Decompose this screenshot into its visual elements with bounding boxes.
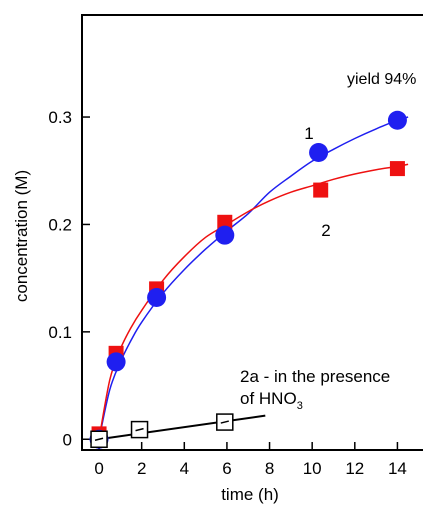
curve-1-label: 1 bbox=[304, 124, 313, 143]
point-series-2 bbox=[217, 214, 233, 230]
x-ticks: 0 2 4 6 8 10 12 14 bbox=[94, 442, 407, 478]
fit-curves bbox=[98, 116, 409, 441]
data-markers bbox=[89, 110, 407, 449]
x-tick-label: 14 bbox=[388, 459, 407, 478]
point-series-2a-dash bbox=[135, 427, 144, 432]
point-series-1 bbox=[106, 352, 126, 372]
point-series-2 bbox=[313, 182, 329, 198]
y-tick-label: 0.3 bbox=[48, 108, 72, 127]
yield-label: yield 94% bbox=[347, 71, 416, 88]
y-tick-label: 0.2 bbox=[48, 215, 72, 234]
point-series-1 bbox=[147, 287, 167, 307]
x-axis-title: time (h) bbox=[221, 485, 279, 504]
x-tick-label: 0 bbox=[94, 459, 103, 478]
fit-curve-1 bbox=[98, 116, 409, 440]
point-series-1 bbox=[387, 110, 407, 130]
y-tick-label: 0 bbox=[63, 430, 72, 449]
y-ticks: 0 0.1 0.2 0.3 bbox=[48, 108, 90, 449]
point-series-2 bbox=[389, 161, 405, 177]
curve-2-label: 2 bbox=[321, 221, 330, 240]
note-subscript-3: 3 bbox=[297, 400, 303, 412]
x-tick-label: 4 bbox=[180, 459, 189, 478]
x-tick-label: 2 bbox=[137, 459, 146, 478]
point-series-2a-dash bbox=[94, 437, 104, 441]
x-tick-label: 12 bbox=[345, 459, 364, 478]
y-axis-title: concentration (M) bbox=[12, 170, 31, 302]
point-series-1 bbox=[215, 225, 235, 245]
x-tick-label: 6 bbox=[222, 459, 231, 478]
note-line-1: 2a - in the presence bbox=[240, 367, 390, 386]
fit-curve-2 bbox=[98, 163, 409, 440]
note-hno-text: of HNO bbox=[240, 389, 297, 408]
point-series-1 bbox=[309, 142, 329, 162]
y-tick-label: 0.1 bbox=[48, 323, 72, 342]
trend-line-2a bbox=[98, 414, 266, 441]
note-line-2: of HNO3 bbox=[240, 389, 303, 412]
x-tick-label: 10 bbox=[303, 459, 322, 478]
point-series-2a-dash bbox=[220, 420, 229, 424]
x-tick-label: 8 bbox=[265, 459, 274, 478]
